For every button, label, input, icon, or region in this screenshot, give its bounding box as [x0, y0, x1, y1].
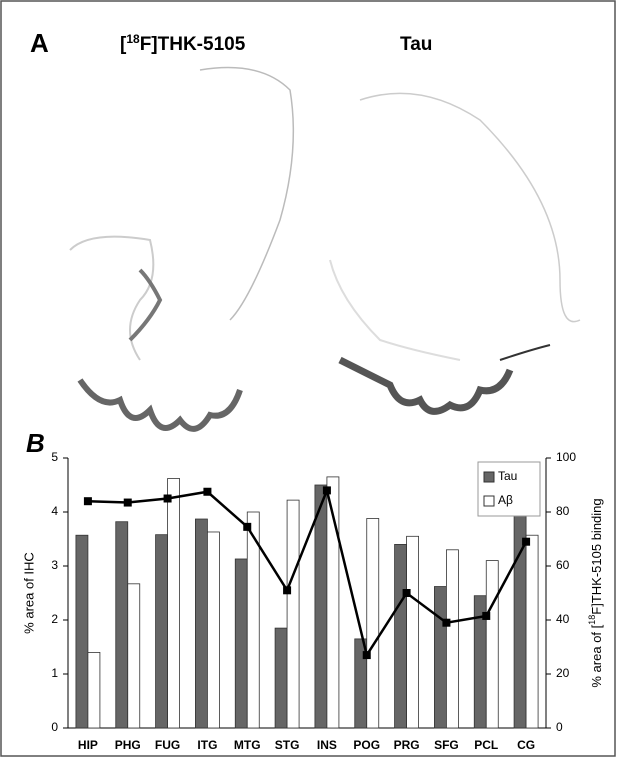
bar [526, 535, 538, 728]
bar [486, 561, 498, 728]
y-tick-label: 2 [51, 612, 58, 626]
line-marker [442, 619, 450, 627]
bar [88, 652, 100, 728]
y2-tick-label: 80 [556, 504, 570, 518]
title-superscript: 18 [126, 32, 140, 46]
line-marker [522, 538, 530, 546]
line-marker [124, 499, 132, 507]
title-part: F]THK-5105 binding [589, 498, 604, 614]
x-tick-label: ITG [197, 738, 217, 752]
legend-swatch [484, 472, 494, 482]
line-marker [203, 488, 211, 496]
panel-label: A [30, 28, 49, 58]
line-marker [243, 523, 251, 531]
y2-axis-title: % area of [18F]THK-5105 binding [587, 498, 604, 687]
bar [207, 532, 219, 728]
bar [275, 628, 287, 728]
bar [168, 479, 180, 728]
x-tick-label: STG [275, 738, 300, 752]
figure: A [18F]THK-5105 Tau B % area of IHC % ar… [0, 0, 617, 758]
title-superscript: 18 [587, 615, 597, 625]
line-marker [482, 612, 490, 620]
y-tick-label: 4 [51, 504, 58, 518]
bar [434, 587, 446, 728]
line-marker [323, 486, 331, 494]
panel-label: B [26, 428, 45, 458]
y2-tick-label: 100 [556, 450, 576, 464]
y2-tick-label: 60 [556, 558, 570, 572]
bar [514, 482, 526, 728]
image-title: [18F]THK-5105 [120, 32, 246, 55]
title-part: Tau [400, 34, 432, 55]
bar [195, 519, 207, 728]
y-tick-label: 5 [51, 450, 58, 464]
legend-label: Tau [498, 469, 517, 483]
line-marker [363, 651, 371, 659]
bar [315, 485, 327, 728]
bar [395, 544, 407, 728]
x-tick-label: MTG [234, 738, 261, 752]
y2-tick-label: 20 [556, 666, 570, 680]
y2-tick-label: 0 [556, 720, 563, 734]
x-tick-label: POG [353, 738, 380, 752]
line-marker [164, 495, 172, 503]
x-tick-label: INS [317, 738, 337, 752]
y-tick-label: 1 [51, 666, 58, 680]
title-part: % area of [ [589, 624, 604, 687]
y-tick-label: 0 [51, 720, 58, 734]
bar [287, 500, 299, 728]
x-tick-label: PRG [394, 738, 420, 752]
title-part: F]THK-5105 [140, 34, 246, 55]
bar [235, 559, 247, 728]
y2-tick-label: 40 [556, 612, 570, 626]
line-marker [283, 586, 291, 594]
bar [156, 535, 168, 728]
x-tick-label: PHG [115, 738, 141, 752]
x-tick-label: HIP [78, 738, 98, 752]
x-tick-label: FUG [155, 738, 180, 752]
bar [76, 535, 88, 728]
x-tick-label: CG [517, 738, 535, 752]
image-title: Tau [400, 34, 432, 55]
bar [407, 536, 419, 728]
bar [446, 550, 458, 728]
legend-label: Aβ [498, 493, 513, 507]
line-marker [84, 497, 92, 505]
y-tick-label: 3 [51, 558, 58, 572]
y-axis-title: % area of IHC [21, 552, 36, 634]
legend-swatch [484, 496, 494, 506]
bar [367, 518, 379, 728]
x-tick-label: SFG [434, 738, 459, 752]
bar [128, 584, 140, 728]
line-marker [403, 589, 411, 597]
x-tick-label: PCL [474, 738, 498, 752]
bar [116, 522, 128, 728]
